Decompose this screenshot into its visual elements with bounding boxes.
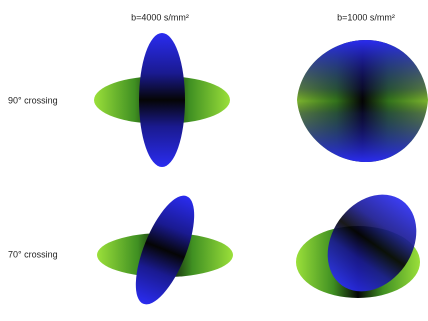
odf-glyph (97, 188, 233, 311)
odf-glyph (296, 177, 428, 308)
odf-glyph (297, 40, 428, 162)
row-label: 90° crossing (8, 95, 58, 105)
odf-glyph (94, 33, 230, 167)
column-header: b=4000 s/mm² (131, 12, 189, 22)
row-label: 70° crossing (8, 249, 58, 259)
column-header: b=1000 s/mm² (337, 12, 395, 22)
page: b=4000 s/mm² b=1000 s/mm² 90° crossing 7… (0, 0, 428, 321)
figure: b=4000 s/mm² b=1000 s/mm² 90° crossing 7… (0, 0, 428, 321)
